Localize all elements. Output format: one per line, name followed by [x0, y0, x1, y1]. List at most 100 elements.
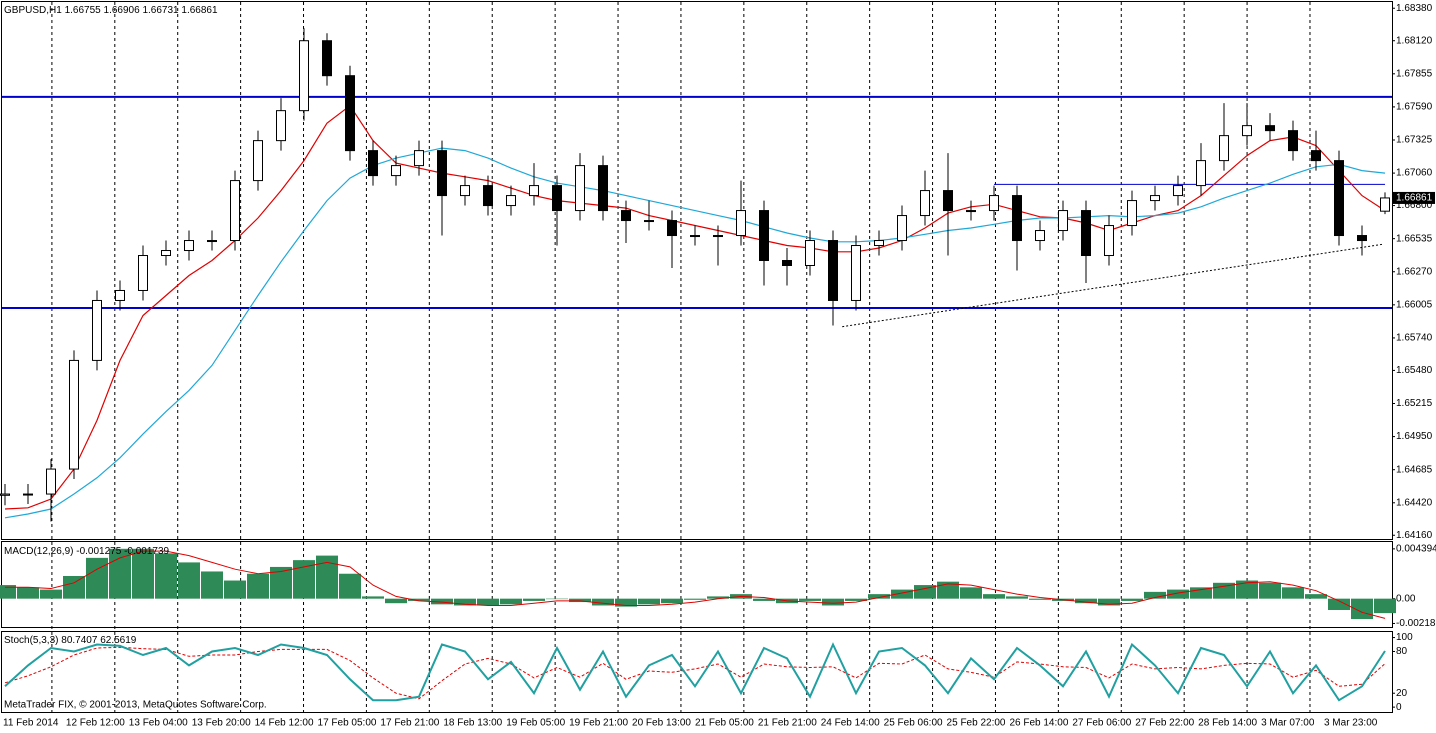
candle-body	[138, 255, 148, 291]
macd-bar	[132, 548, 154, 599]
candle-body	[506, 195, 516, 207]
macd-bar	[1121, 598, 1143, 601]
candle-body	[483, 185, 493, 207]
candle-body	[1196, 160, 1206, 187]
macd-bar	[1006, 596, 1028, 599]
macd-bar	[178, 562, 200, 599]
candle-body	[759, 210, 769, 262]
signal-line	[5, 550, 1386, 619]
candle-body	[874, 240, 884, 247]
macd-bar	[523, 598, 545, 601]
x-tick-label: 27 Feb 06:00	[1072, 718, 1131, 729]
candle-body	[1242, 125, 1252, 137]
macd-bar	[592, 598, 614, 606]
macd-bar	[86, 557, 108, 599]
macd-bar	[201, 571, 223, 599]
candle-body	[943, 190, 953, 212]
y-tick-label: 1.67325	[1396, 135, 1433, 146]
panel-header: GBPUSD,H1 1.66755 1.66906 1.66731 1.6686…	[4, 5, 218, 16]
candle-body	[1311, 150, 1321, 162]
macd-bar	[408, 598, 430, 601]
macd-bar	[1075, 598, 1097, 604]
candle-body	[1081, 210, 1091, 257]
candle-body	[345, 75, 355, 152]
macd-bar	[684, 598, 706, 600]
macd-bar	[1305, 594, 1327, 599]
macd-bar	[316, 555, 338, 599]
candle-body	[69, 359, 79, 470]
x-tick-label: 24 Feb 14:00	[821, 718, 880, 729]
candle-body	[299, 40, 309, 112]
candle-body	[598, 165, 608, 212]
price-panel	[1, 1, 1393, 540]
y-tick-label: 1.65740	[1396, 333, 1433, 344]
candle-body	[1357, 235, 1367, 242]
macd-bar	[638, 598, 660, 605]
candle-body	[276, 110, 286, 142]
candle-body	[414, 150, 424, 167]
macd-bar	[845, 598, 867, 601]
x-tick-label: 28 Feb 14:00	[1198, 718, 1257, 729]
candle-body	[828, 240, 838, 301]
panel-header: MACD(12,26,9) -0.001275 -0.001739	[4, 546, 170, 557]
panel-title: MACD(12,26,9)	[4, 546, 73, 557]
macd-bar	[753, 598, 775, 601]
macd-bar	[17, 587, 39, 599]
y-tick-label: 1.64685	[1396, 464, 1433, 475]
candle-body	[115, 289, 125, 301]
macd-bar	[1236, 580, 1258, 599]
x-tick-label: 12 Feb 12:00	[66, 718, 125, 729]
x-tick-label: 21 Feb 05:00	[695, 718, 754, 729]
candle-body	[1012, 195, 1022, 242]
macd-bar	[477, 598, 499, 606]
x-tick-label: 17 Feb 21:00	[380, 718, 439, 729]
x-tick-label: 11 Feb 2014	[3, 718, 59, 729]
header-value: 62.5619	[100, 635, 137, 646]
macd-bar	[362, 596, 384, 599]
x-tick-label: 19 Feb 05:00	[506, 718, 565, 729]
panel-header: Stoch(5,3,3) 80.7407 62.5619	[4, 635, 137, 646]
candle-body	[897, 215, 907, 242]
x-tick-label: 27 Feb 22:00	[1135, 718, 1194, 729]
macd-bar	[1098, 598, 1120, 606]
candle-body	[1035, 230, 1045, 242]
macd-bar	[1029, 598, 1051, 600]
stoch-panel	[1, 631, 1393, 713]
candle-body	[1334, 160, 1344, 237]
y-tick-label: 1.67855	[1396, 68, 1433, 79]
macd-bar	[1259, 582, 1281, 599]
header-value: 1.66731	[142, 5, 179, 16]
macd-bar	[822, 598, 844, 606]
y-tick-label: 1.66800	[1396, 200, 1433, 211]
y-tick-label: 1.64160	[1396, 530, 1433, 541]
candle-body	[322, 40, 332, 77]
x-tick-label: 17 Feb 05:00	[318, 718, 377, 729]
macd-bar	[1282, 587, 1304, 599]
macd-bar	[799, 598, 821, 601]
candle-body	[92, 299, 102, 361]
macd-bar	[109, 548, 131, 599]
moving-average	[4, 147, 1386, 519]
macd-panel	[1, 541, 1393, 628]
header-value: 1.66755	[65, 5, 102, 16]
candle-body	[920, 190, 930, 217]
candle-body	[1265, 125, 1275, 132]
x-tick-label: 13 Feb 20:00	[192, 718, 251, 729]
macd-bar	[63, 576, 85, 599]
macd-bar	[1374, 598, 1396, 614]
candle-body	[368, 150, 378, 177]
candle-body	[1173, 185, 1183, 197]
macd-bar	[707, 596, 729, 599]
y-tick-label: 1.66005	[1396, 299, 1433, 310]
macd-bar	[1190, 587, 1212, 599]
macd-bar	[983, 594, 1005, 599]
candle-body	[575, 165, 585, 212]
y-tick-label: 1.67590	[1396, 102, 1433, 113]
macd-bar	[1144, 591, 1166, 599]
candle-body	[391, 165, 401, 177]
candle-body	[529, 185, 539, 197]
macd-bar	[155, 553, 177, 599]
candle-body	[0, 493, 10, 496]
candle-body	[621, 210, 631, 222]
